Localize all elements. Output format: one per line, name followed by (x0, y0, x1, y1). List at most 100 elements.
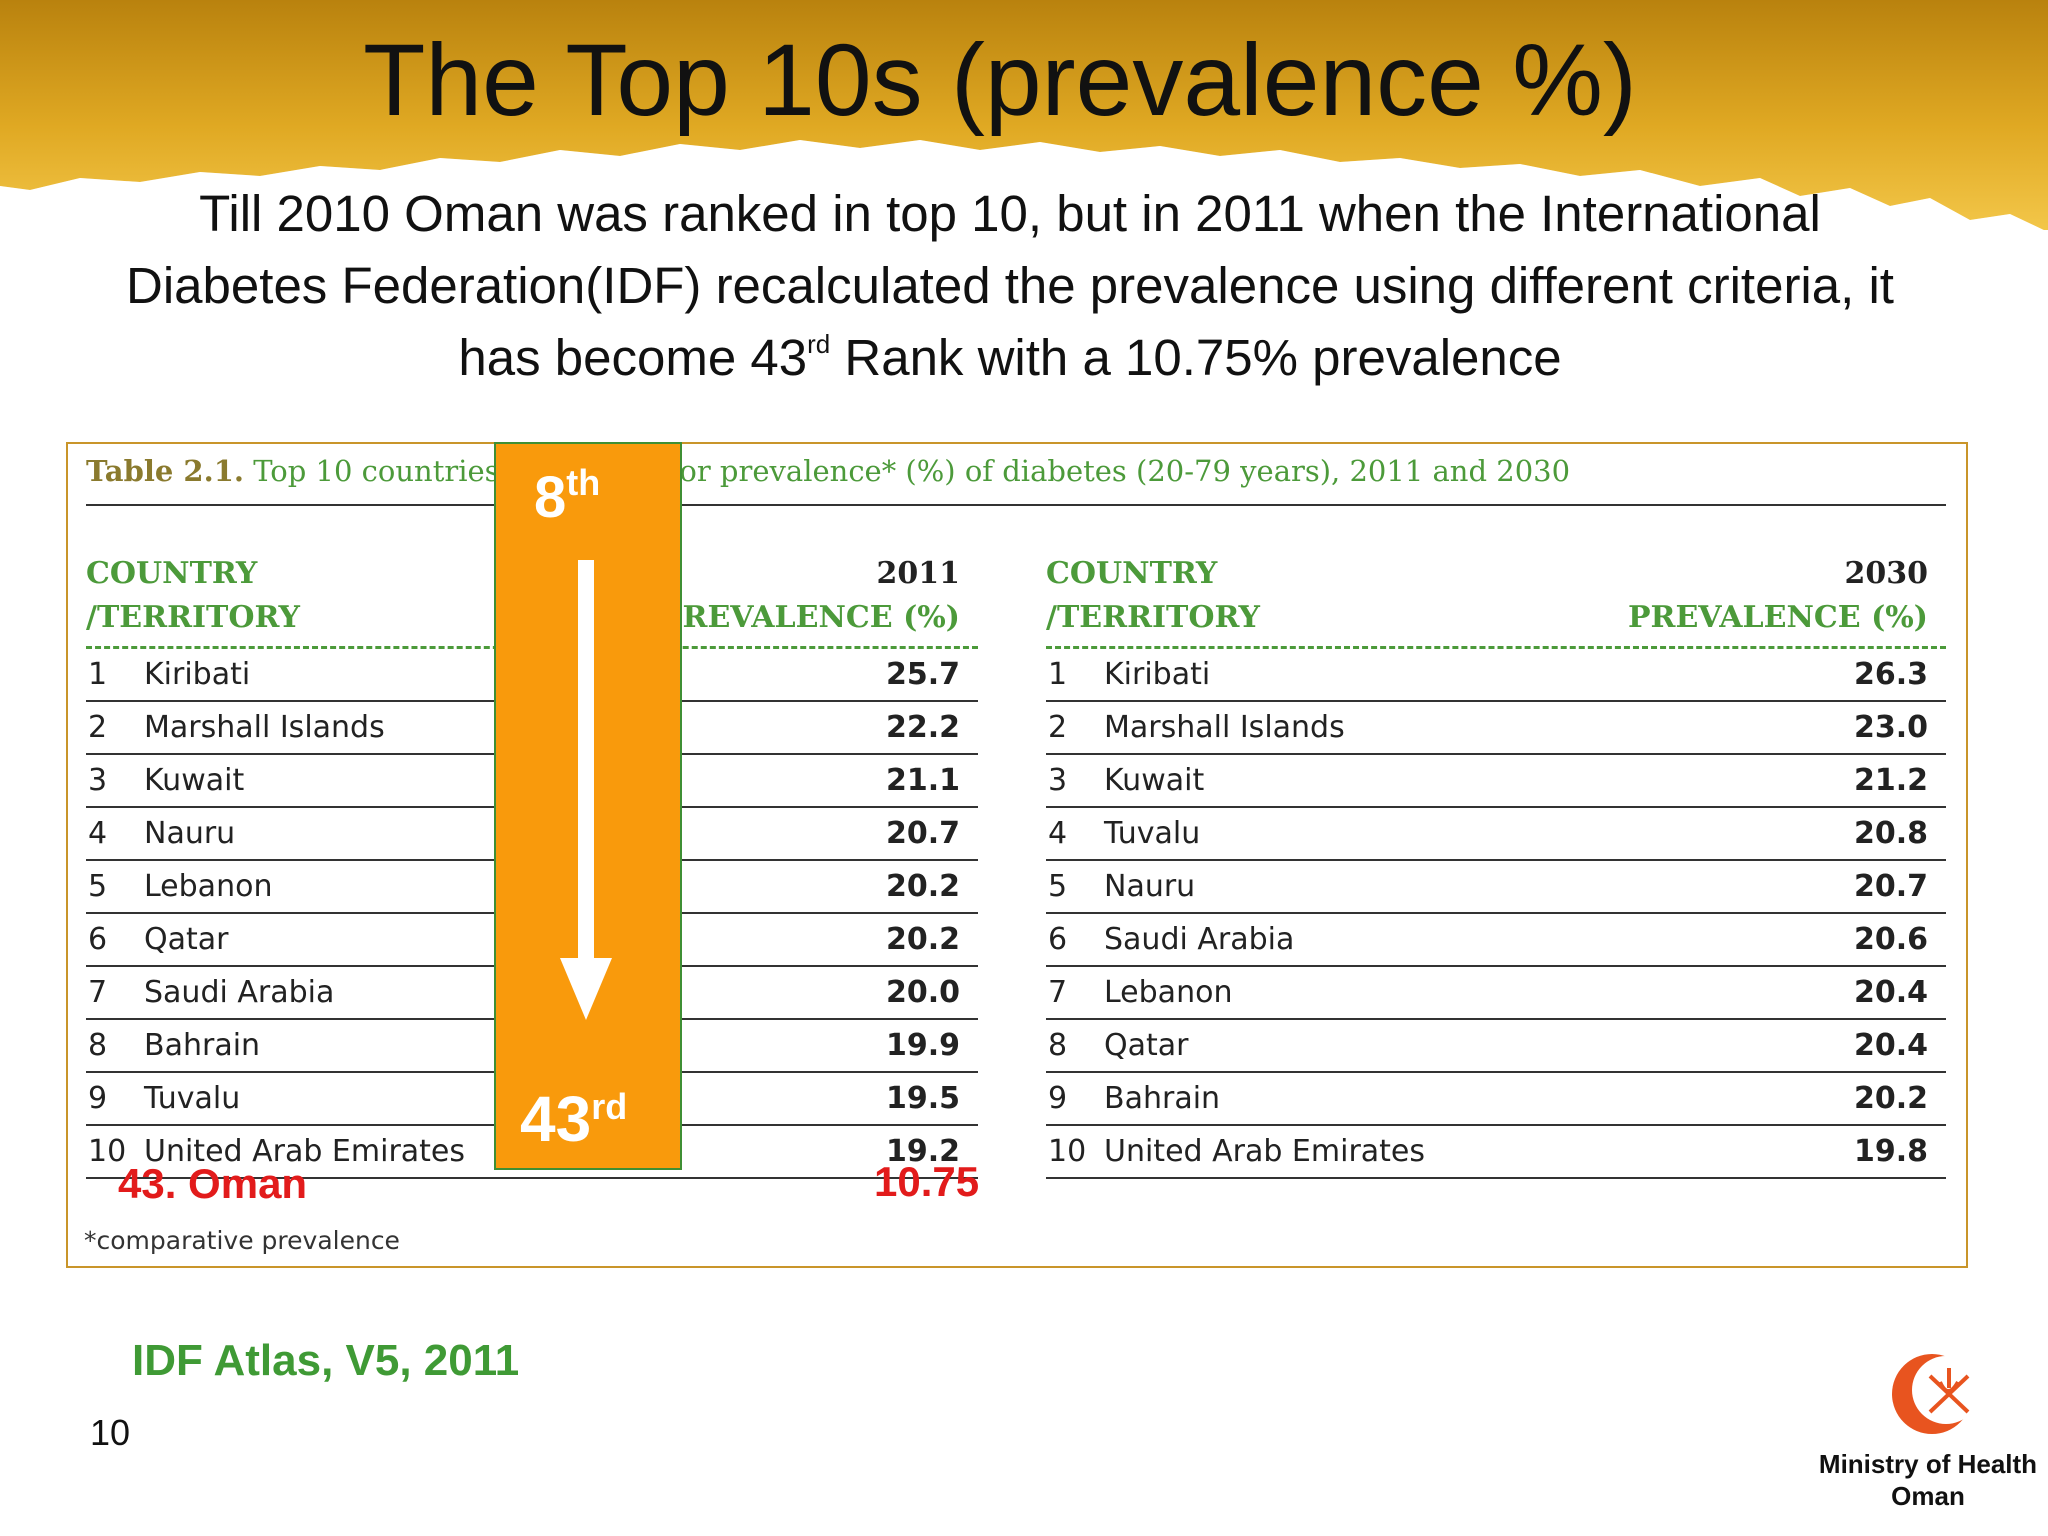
row-country: Saudi Arabia (144, 975, 335, 1010)
table-row: 7 Lebanon 20.4 (1046, 967, 1946, 1020)
row-country: Qatar (144, 922, 229, 957)
header-territory: /TERRITORY (86, 600, 300, 635)
row-country: Marshall Islands (144, 710, 385, 745)
oman-prevalence-value: 10.75 (874, 1158, 980, 1205)
row-value: 20.2 (885, 922, 960, 957)
row-rank: 5 (1048, 869, 1068, 904)
intro-ordinal-suffix: rd (807, 329, 831, 359)
row-country: Bahrain (144, 1028, 261, 1063)
table-row: 5 Nauru 20.7 (1046, 861, 1946, 914)
caption-divider (86, 504, 1946, 506)
table-row: 4 Tuvalu 20.8 (1046, 808, 1946, 861)
table-row: 2 Marshall Islands 23.0 (1046, 702, 1946, 755)
row-value: 20.8 (1853, 816, 1928, 851)
row-country: Kuwait (144, 763, 245, 798)
row-value: 25.7 (885, 657, 960, 692)
table-caption-text: Top 10 countries/territories for prevale… (244, 454, 1571, 488)
rank-before: 8th (534, 464, 600, 531)
row-country: Qatar (1104, 1028, 1189, 1063)
row-rank: 6 (1048, 922, 1068, 957)
header-country: COUNTRY (86, 556, 258, 591)
row-rank: 9 (1048, 1081, 1068, 1116)
table-row: 6 Saudi Arabia 20.6 (1046, 914, 1946, 967)
table-row: 8 Qatar 20.4 (1046, 1020, 1946, 1073)
row-rank: 3 (1048, 763, 1068, 798)
row-value: 19.9 (885, 1028, 960, 1063)
row-value: 19.2 (885, 1134, 960, 1169)
row-rank: 6 (88, 922, 108, 957)
row-rank: 10 (1048, 1134, 1087, 1169)
row-country: Nauru (144, 816, 236, 851)
header-banner (0, 0, 2048, 230)
row-country: Lebanon (144, 869, 273, 904)
table-2011-column: COUNTRY /TERRITORY 2011 PREVALENCE (%) 1… (86, 556, 978, 1179)
header-country: COUNTRY (1046, 556, 1218, 591)
table-footnote: *comparative prevalence (84, 1226, 400, 1255)
ministry-name-line1: Ministry of Health (1818, 1449, 2038, 1479)
row-rank: 8 (1048, 1028, 1068, 1063)
row-value: 23.0 (1853, 710, 1928, 745)
slide-title: The Top 10s (prevalence %) (363, 23, 1637, 137)
rank-after-number: 43 (520, 1083, 592, 1155)
row-country: Kuwait (1104, 763, 1205, 798)
row-value: 21.2 (1853, 763, 1928, 798)
table-row: 3 Kuwait 21.2 (1046, 755, 1946, 808)
table-2011-header: COUNTRY /TERRITORY 2011 PREVALENCE (%) (86, 556, 978, 649)
row-country: Tuvalu (144, 1081, 241, 1116)
row-value: 22.2 (885, 710, 960, 745)
header-territory: /TERRITORY (1046, 600, 1260, 635)
row-country: Bahrain (1104, 1081, 1221, 1116)
header-prevalence: PREVALENCE (%) (659, 600, 960, 635)
row-rank: 8 (88, 1028, 108, 1063)
row-value: 20.7 (885, 816, 960, 851)
header-year: 2011 (876, 556, 961, 591)
page-number: 10 (90, 1412, 131, 1453)
row-rank: 4 (1048, 816, 1068, 851)
row-rank: 3 (88, 763, 108, 798)
row-country: Nauru (1104, 869, 1196, 904)
row-rank: 1 (88, 657, 108, 692)
prevalence-table: Table 2.1. Top 10 countries/territories … (66, 442, 1968, 1268)
row-country: Marshall Islands (1104, 710, 1345, 745)
row-value: 19.5 (885, 1081, 960, 1116)
row-value: 20.2 (1853, 1081, 1928, 1116)
row-value: 21.1 (885, 763, 960, 798)
row-rank: 2 (1048, 710, 1068, 745)
source-citation: IDF Atlas, V5, 2011 (132, 1336, 520, 1385)
row-country: Kiribati (144, 657, 251, 692)
row-value: 20.0 (885, 975, 960, 1010)
row-country: Kiribati (1104, 657, 1211, 692)
row-country: Tuvalu (1104, 816, 1201, 851)
row-value: 20.2 (885, 869, 960, 904)
row-value: 26.3 (1853, 657, 1928, 692)
header-prevalence: PREVALENCE (%) (1627, 600, 1928, 635)
row-rank: 5 (88, 869, 108, 904)
rank-change-callout: 8th 43rd (494, 442, 682, 1170)
row-rank: 1 (1048, 657, 1068, 692)
row-rank: 9 (88, 1081, 108, 1116)
table-2030-column: COUNTRY /TERRITORY 2030 PREVALENCE (%) 1… (1046, 556, 1946, 1179)
row-country: Saudi Arabia (1104, 922, 1295, 957)
arrow-down-icon (560, 560, 612, 1020)
table-2030-header: COUNTRY /TERRITORY 2030 PREVALENCE (%) (1046, 556, 1946, 649)
ministry-name: Ministry of Health Oman (1810, 1448, 2046, 1512)
ministry-crescent-emblem-icon (1892, 1354, 1980, 1434)
intro-text: Till 2010 Oman was ranked in top 10, but… (110, 178, 1910, 394)
row-value: 20.4 (1853, 1028, 1928, 1063)
table-row: 10 United Arab Emirates 19.8 (1046, 1126, 1946, 1179)
row-rank: 10 (88, 1134, 127, 1169)
rank-before-number: 8 (534, 465, 567, 530)
intro-text-part1: Till 2010 Oman was ranked in top 10, but… (126, 185, 1894, 386)
table-row: 10 United Arab Emirates 19.2 (86, 1126, 978, 1179)
row-country: Lebanon (1104, 975, 1233, 1010)
intro-text-part2: Rank with a 10.75% prevalence (830, 329, 1562, 386)
table-row: 2 Marshall Islands 22.2 (86, 702, 978, 755)
row-country: United Arab Emirates (144, 1134, 466, 1169)
table-row: 5 Lebanon 20.2 (86, 861, 978, 914)
header-year: 2030 (1844, 556, 1929, 591)
row-rank: 4 (88, 816, 108, 851)
row-value: 19.8 (1853, 1134, 1928, 1169)
row-value: 20.4 (1853, 975, 1928, 1010)
rank-after-suffix: rd (591, 1086, 628, 1127)
rank-after: 43rd (520, 1082, 627, 1156)
